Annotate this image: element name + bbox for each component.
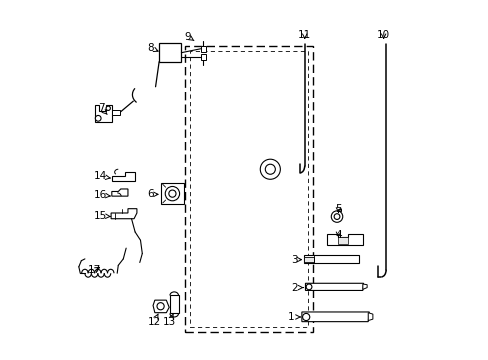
- Polygon shape: [169, 296, 178, 314]
- Circle shape: [330, 211, 342, 222]
- Polygon shape: [305, 283, 363, 291]
- Polygon shape: [112, 110, 120, 116]
- Text: 8: 8: [147, 43, 158, 53]
- Circle shape: [302, 314, 309, 320]
- Circle shape: [95, 116, 101, 121]
- Polygon shape: [161, 183, 183, 204]
- Polygon shape: [94, 105, 112, 122]
- Text: 6: 6: [147, 189, 158, 199]
- Circle shape: [265, 164, 275, 174]
- Text: 13: 13: [163, 314, 176, 327]
- Bar: [159, 43, 181, 62]
- Polygon shape: [153, 300, 169, 313]
- Polygon shape: [367, 313, 372, 320]
- Polygon shape: [303, 257, 314, 262]
- Bar: [190, 50, 307, 327]
- Text: 4: 4: [334, 230, 341, 239]
- Circle shape: [165, 186, 179, 201]
- Circle shape: [305, 284, 311, 290]
- Circle shape: [106, 106, 110, 111]
- Text: 10: 10: [376, 30, 389, 40]
- Text: 9: 9: [184, 32, 194, 41]
- Text: 14: 14: [94, 171, 110, 181]
- Polygon shape: [326, 234, 362, 245]
- Text: 15: 15: [94, 211, 110, 221]
- Circle shape: [260, 159, 280, 179]
- Polygon shape: [112, 172, 135, 181]
- Polygon shape: [362, 284, 366, 289]
- Polygon shape: [112, 189, 128, 196]
- Text: 16: 16: [94, 190, 110, 200]
- Circle shape: [333, 214, 339, 220]
- Polygon shape: [338, 209, 341, 211]
- Text: 7: 7: [98, 103, 107, 114]
- Polygon shape: [111, 209, 137, 219]
- Text: 17: 17: [88, 265, 101, 275]
- Bar: [185, 45, 312, 332]
- Polygon shape: [201, 54, 205, 60]
- Circle shape: [168, 190, 176, 197]
- Circle shape: [157, 303, 164, 310]
- Polygon shape: [301, 312, 368, 321]
- Text: 5: 5: [334, 204, 341, 215]
- Text: 2: 2: [291, 283, 303, 293]
- Text: 1: 1: [287, 312, 300, 322]
- Polygon shape: [337, 237, 348, 244]
- Text: 3: 3: [290, 255, 301, 265]
- Text: 12: 12: [147, 314, 161, 327]
- Text: 11: 11: [298, 30, 311, 40]
- Polygon shape: [303, 255, 358, 263]
- Polygon shape: [201, 45, 205, 51]
